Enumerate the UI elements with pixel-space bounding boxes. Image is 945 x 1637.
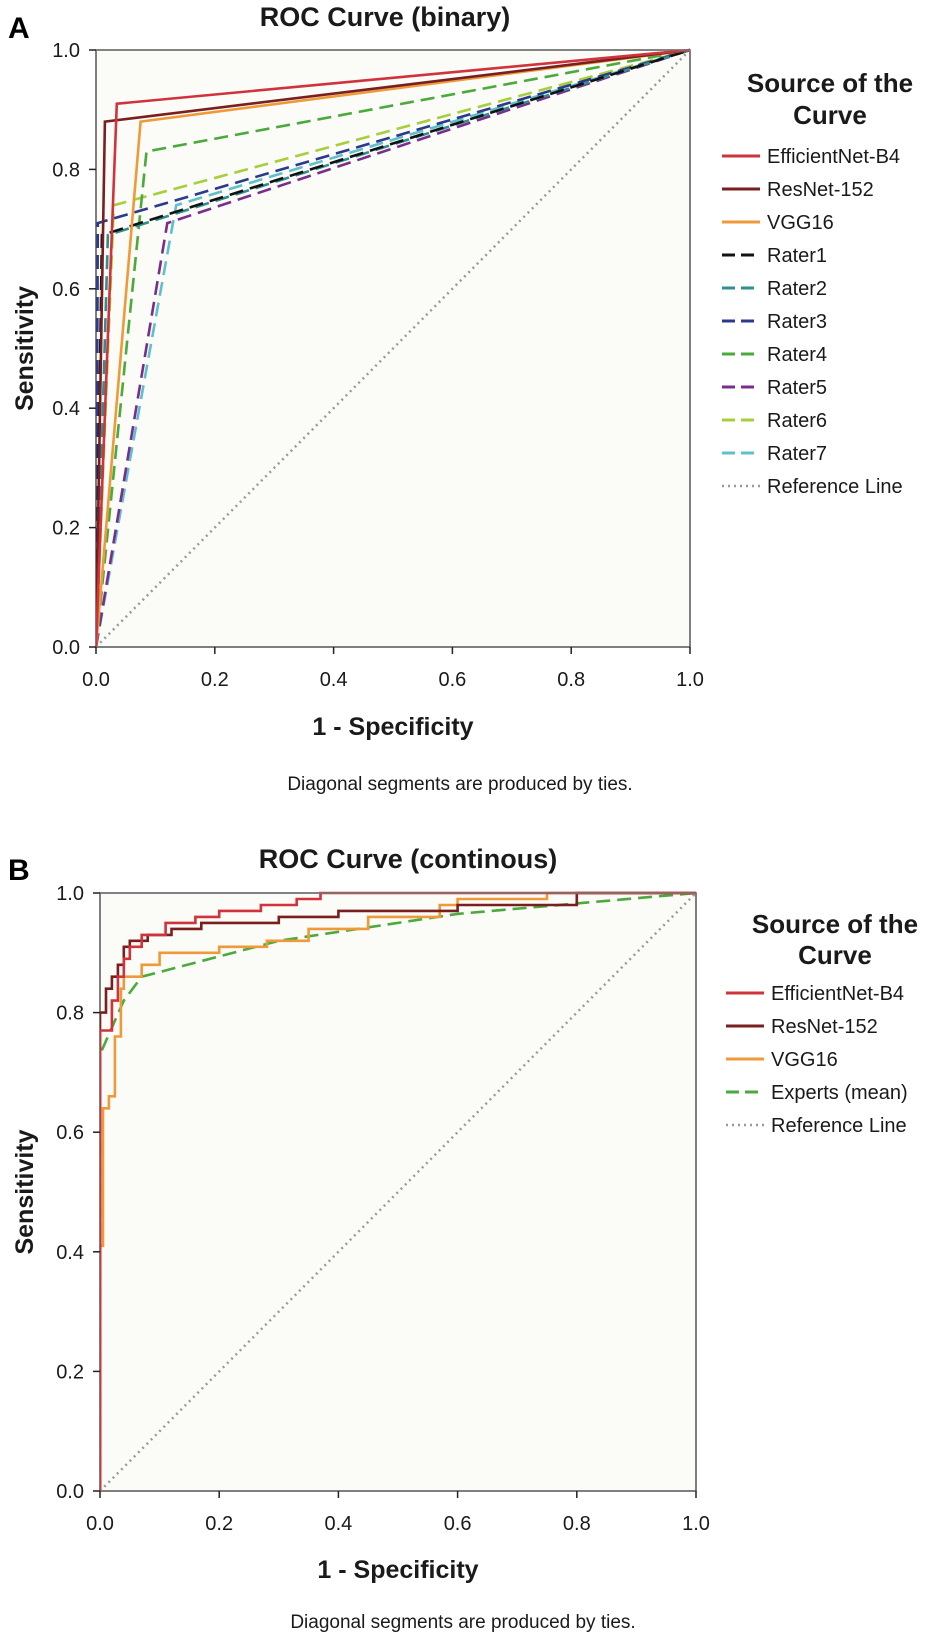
x-tick-label: 0.2	[201, 669, 229, 691]
series-line-vgg16	[96, 48, 691, 647]
x-tick-label: 0.6	[444, 1513, 472, 1535]
legend-label: ResNet-152	[771, 1016, 878, 1038]
legend-label: Rater2	[767, 278, 827, 300]
y-axis-label: Sensitivity	[11, 1129, 39, 1254]
y-tick-label: 0.6	[56, 1122, 84, 1144]
series-line-efficientnet-b4	[96, 48, 691, 647]
y-tick-label: 0.8	[56, 1003, 84, 1025]
legend-label: Rater6	[767, 410, 827, 432]
legend-label: Rater5	[767, 377, 827, 399]
y-tick-label: 0.2	[52, 518, 80, 540]
series-line-rater3	[96, 48, 691, 647]
legend-label: Experts (mean)	[771, 1082, 908, 1104]
legend-label: Rater1	[767, 245, 827, 267]
x-tick-label: 1.0	[682, 1513, 710, 1535]
series-group	[96, 48, 691, 647]
y-tick-label: 0.2	[56, 1361, 84, 1383]
y-tick-label: 0.0	[56, 1481, 84, 1503]
series-line-rater7	[96, 48, 691, 647]
y-tick-label: 0.4	[56, 1242, 84, 1264]
chart-note: Diagonal segments are produced by ties.	[290, 1612, 635, 1633]
series-line-vgg16	[100, 891, 696, 1491]
y-tick-label: 0.0	[52, 637, 80, 659]
x-tick-label: 0.2	[205, 1513, 233, 1535]
series-line-efficientnet-b4	[100, 891, 696, 1491]
series-line-reference-line	[100, 892, 697, 1491]
legend-label: Reference Line	[767, 476, 903, 498]
x-tick-label: 0.4	[324, 1513, 352, 1535]
y-tick-label: 0.6	[52, 279, 80, 301]
x-axis-label: 1 - Specificity	[312, 713, 473, 741]
chart-panel-A: A ROC Curve (binary) 0.0 0.2 0.4 0.6 0.8 1.0 0.0…	[8, 2, 913, 795]
legend-title: Source of the	[752, 909, 918, 939]
series-line-resnet-152	[96, 48, 691, 647]
series-line-rater5	[96, 48, 691, 647]
y-tick-label: 1.0	[52, 40, 80, 62]
chart-panel-B: B ROC Curve (continous) 0.0 0.2 0.4 0.6 0.8 1.0…	[8, 844, 918, 1633]
y-axis-label: Sensitivity	[11, 286, 39, 411]
legend-title: Source of the	[747, 68, 913, 98]
series-group	[100, 891, 697, 1491]
legend-label: Reference Line	[771, 1115, 907, 1137]
chart-title: ROC Curve (binary)	[260, 2, 511, 32]
legend-title: Curve	[793, 100, 867, 130]
x-tick-label: 0.8	[557, 669, 585, 691]
y-tick-label: 0.4	[52, 398, 80, 420]
panel-letter: B	[8, 854, 30, 887]
legend-label: VGG16	[767, 212, 834, 234]
x-tick-label: 0.8	[563, 1513, 591, 1535]
x-tick-label: 0.0	[86, 1513, 114, 1535]
chart-note: Diagonal segments are produced by ties.	[287, 774, 632, 795]
legend-label: Rater7	[767, 443, 827, 465]
series-line-resnet-152	[100, 891, 696, 1491]
series-line-reference-line	[96, 49, 691, 647]
series-line-rater4	[96, 48, 691, 647]
y-tick-label: 0.8	[52, 159, 80, 181]
legend-label: VGG16	[771, 1049, 838, 1071]
chart-title: ROC Curve (continous)	[259, 844, 558, 874]
legend-label: ResNet-152	[767, 179, 874, 201]
legend-label: EfficientNet-B4	[771, 983, 904, 1005]
x-tick-label: 0.0	[82, 669, 110, 691]
y-tick-label: 1.0	[56, 883, 84, 905]
legend-label: Rater4	[767, 344, 827, 366]
x-tick-label: 0.6	[438, 669, 466, 691]
legend-label: EfficientNet-B4	[767, 146, 900, 168]
x-tick-label: 0.4	[320, 669, 348, 691]
x-tick-label: 1.0	[676, 669, 704, 691]
legend-label: Rater3	[767, 311, 827, 333]
panel-letter: A	[8, 12, 30, 45]
x-axis-label: 1 - Specificity	[317, 1556, 478, 1584]
legend-title: Curve	[798, 940, 872, 970]
